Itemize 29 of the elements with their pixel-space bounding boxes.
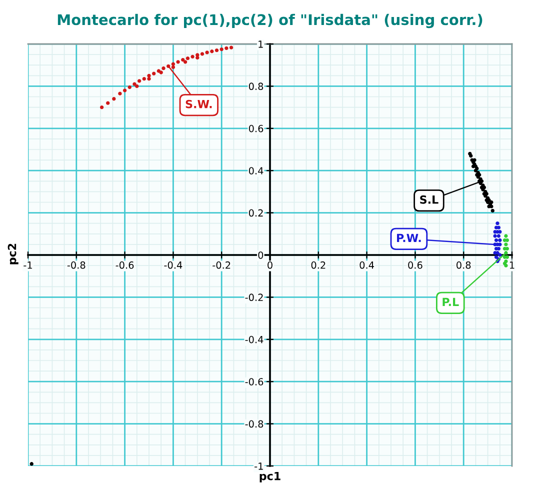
y-tick-label: -0.2 (245, 294, 263, 302)
y-tick-label: -0.4 (245, 336, 264, 344)
x-tick-label: -0.2 (212, 261, 230, 269)
x-axis-title: pc1 (260, 472, 280, 482)
chart-title: Montecarlo for pc(1),pc(2) of "Irisdata" (using corr.) (58, 14, 482, 28)
x-tick-label: 0.6 (408, 261, 422, 269)
y-tick-label: 0.2 (248, 209, 263, 217)
text: P.L (442, 298, 459, 306)
y-tick-label: 0.6 (248, 124, 264, 132)
y-tick-label: -0.6 (245, 378, 264, 386)
x-tick-label: -0.8 (67, 261, 86, 269)
y-tick-label: -0.8 (245, 420, 264, 428)
x-tick-label: -0.6 (116, 261, 134, 269)
y-tick-label: 0.8 (248, 82, 264, 90)
x-tick-label: -0.4 (164, 261, 182, 269)
y-tick-label: 0 (258, 251, 264, 259)
text: P.W. (397, 234, 421, 242)
y-tick-label: 1 (258, 40, 263, 48)
text: S.L (420, 195, 438, 204)
x-tick-label: -1 (24, 262, 32, 269)
y-tick-label: 0.4 (248, 167, 264, 174)
y-axis-title: pc2 (8, 244, 18, 264)
y-tick-label: -1 (254, 462, 263, 470)
x-tick-label: 1 (510, 262, 514, 269)
x-tick-label: 0.2 (311, 261, 326, 269)
x-tick-label: 0 (268, 261, 272, 269)
x-tick-label: 0.8 (456, 261, 471, 269)
x-tick-label: 0.4 (360, 261, 374, 269)
text: S.W. (186, 100, 212, 108)
